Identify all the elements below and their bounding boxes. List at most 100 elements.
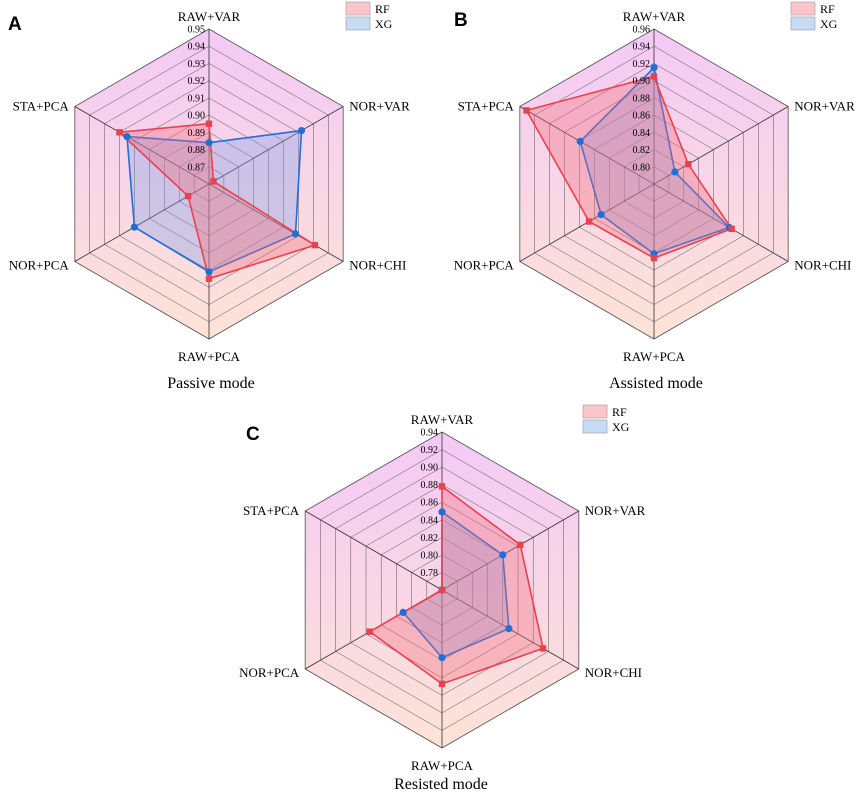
tick-label: 0.80 — [633, 162, 651, 173]
tick-label: 0.96 — [633, 25, 651, 36]
tick-label: 0.88 — [633, 93, 651, 104]
axis-label-raw-pca: RAW+PCA — [178, 349, 241, 364]
data-point-rf — [205, 120, 213, 127]
legend-swatch-xg — [790, 16, 816, 31]
axis-spoke — [519, 106, 655, 185]
legend-swatch-rf — [345, 1, 371, 16]
legend-swatch-xg — [582, 419, 608, 434]
legend-swatch-rf — [790, 1, 816, 16]
data-point-rf — [210, 178, 217, 185]
data-point-rf — [523, 107, 530, 114]
legend-swatch-xg — [345, 16, 371, 31]
data-point-rf — [539, 645, 547, 652]
tick-label: 0.82 — [633, 145, 651, 156]
tick-label: 0.84 — [421, 515, 439, 526]
data-point-xg — [130, 223, 138, 231]
radar-chart-passive: 0.870.880.890.900.910.920.930.940.95RAW+… — [9, 9, 410, 364]
tick-label: 0.88 — [188, 145, 206, 156]
panel-assisted-mode: B 0.800.820.840.860.880.900.920.940.96RA… — [454, 1, 855, 392]
legend-label-rf: RF — [375, 2, 390, 16]
panel-resisted-mode: C 0.780.800.820.840.860.880.900.920.94RA… — [239, 404, 646, 792]
axis-label-nor-var: NOR+VAR — [585, 503, 646, 518]
tick-label: 0.84 — [633, 128, 651, 139]
tick-label: 0.94 — [188, 42, 206, 53]
tick-label: 0.80 — [421, 550, 439, 561]
tick-label: 0.82 — [421, 533, 439, 544]
data-point-xg — [291, 230, 300, 238]
panel-letter-b: B — [454, 10, 468, 31]
axis-label-sta-pca: STA+PCA — [458, 99, 515, 114]
data-point-xg — [671, 168, 679, 176]
tick-label: 0.94 — [633, 42, 651, 53]
axis-label-nor-chi: NOR+CHI — [585, 665, 642, 680]
data-point-rf — [650, 254, 658, 262]
axis-spoke — [74, 106, 210, 185]
data-point-xg — [576, 137, 584, 145]
legend-label-xg: XG — [375, 17, 393, 31]
axis-label-sta-pca: STA+PCA — [243, 503, 300, 518]
legend-swatch-rf — [582, 404, 608, 419]
axis-label-nor-chi: NOR+CHI — [349, 258, 406, 273]
axis-label-raw-var: RAW+VAR — [178, 9, 241, 24]
tick-label: 0.92 — [421, 445, 439, 456]
axis-label-raw-pca: RAW+PCA — [623, 349, 686, 364]
data-point-rf — [438, 680, 446, 688]
data-point-rf — [438, 483, 446, 490]
legend-passive: RF XG — [345, 1, 393, 31]
axis-label-raw-var: RAW+VAR — [623, 9, 686, 24]
data-point-xg — [650, 64, 658, 72]
data-point-rf — [184, 192, 192, 200]
data-point-xg — [399, 608, 407, 617]
tick-label: 0.86 — [633, 111, 651, 122]
axis-label-nor-var: NOR+VAR — [349, 99, 410, 114]
data-point-xg — [123, 133, 131, 141]
data-point-rf — [685, 161, 692, 168]
data-point-rf — [650, 73, 658, 80]
tick-label: 0.89 — [188, 128, 206, 139]
data-point-xg — [205, 268, 213, 276]
legend-resisted: RF XG — [582, 404, 630, 434]
data-point-xg — [438, 508, 446, 516]
tick-label: 0.87 — [188, 162, 206, 173]
tick-label: 0.94 — [421, 428, 439, 439]
tick-label: 0.90 — [421, 463, 439, 474]
radar-chart-assisted: 0.800.820.840.860.880.900.920.940.96RAW+… — [454, 9, 855, 364]
data-point-rf — [311, 241, 319, 249]
axis-spoke — [208, 106, 344, 185]
tick-label: 0.95 — [188, 25, 206, 36]
tick-label: 0.90 — [188, 111, 206, 122]
legend-label-rf: RF — [612, 405, 627, 419]
tick-label: 0.88 — [421, 480, 439, 491]
axis-label-nor-pca: NOR+PCA — [239, 665, 300, 680]
tick-label: 0.90 — [633, 76, 651, 87]
axis-label-raw-var: RAW+VAR — [411, 412, 474, 427]
axis-spoke — [208, 183, 344, 262]
legend-label-rf: RF — [820, 2, 835, 16]
data-point-xg — [438, 654, 446, 662]
caption-passive-mode: Passive mode — [167, 375, 255, 392]
tick-label: 0.91 — [188, 93, 206, 104]
axis-label-nor-pca: NOR+PCA — [454, 258, 515, 273]
tick-label: 0.92 — [633, 59, 651, 70]
tick-label: 0.93 — [188, 59, 206, 70]
legend-assisted: RF XG — [790, 1, 838, 31]
radar-chart-resisted: 0.780.800.820.840.860.880.900.920.94RAW+… — [239, 412, 646, 773]
data-point-rf — [205, 275, 213, 282]
panel-letter-a: A — [8, 14, 22, 35]
data-point-xg — [597, 211, 605, 219]
data-point-rf — [116, 129, 123, 136]
data-point-rf — [585, 218, 593, 225]
panel-passive-mode: A 0.870.880.890.900.910.920.930.940.95RA… — [8, 1, 410, 392]
data-point-xg — [505, 625, 513, 633]
data-point-xg — [297, 127, 306, 135]
data-point-xg — [499, 551, 507, 559]
legend-label-xg: XG — [612, 420, 630, 434]
axis-label-nor-chi: NOR+CHI — [794, 258, 851, 273]
axis-spoke — [653, 183, 789, 262]
tick-label: 0.92 — [188, 76, 206, 87]
panel-letter-c: C — [246, 424, 260, 445]
caption-resisted-mode: Resisted mode — [394, 776, 488, 792]
tick-label: 0.78 — [421, 568, 439, 579]
axis-spoke — [441, 510, 580, 591]
